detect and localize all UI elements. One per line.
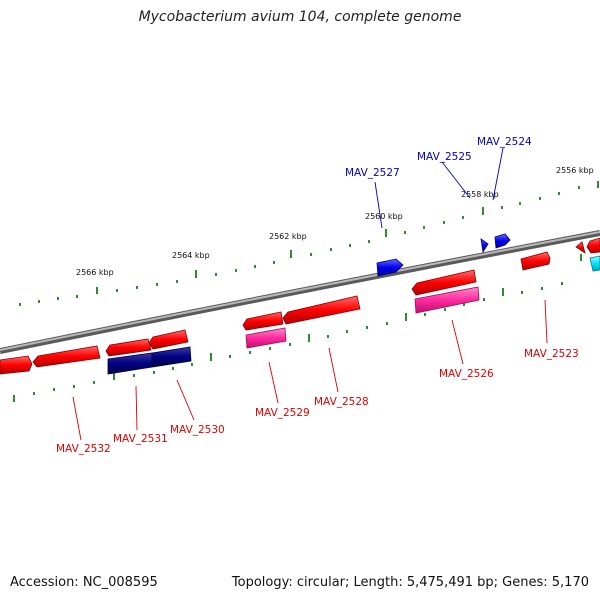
scale-label-2560: 2560 kbp — [365, 212, 403, 221]
scale-label-2556: 2556 kbp — [556, 166, 594, 175]
scale-label-2566: 2566 kbp — [76, 268, 114, 277]
scale-label-2564: 2564 kbp — [172, 251, 210, 260]
gene-mav-2528[interactable] — [282, 295, 361, 325]
genome-backbone — [0, 230, 600, 354]
gene-mav-2529-red[interactable] — [242, 311, 284, 331]
gene-mav-2523[interactable] — [520, 251, 551, 271]
leader-lines — [72, 147, 548, 441]
gene-mav-2532[interactable] — [32, 345, 101, 368]
gene-mav-2529[interactable] — [245, 327, 287, 349]
gene-label-mav-2526[interactable]: MAV_2526 — [439, 368, 494, 380]
gene-mav-2526[interactable] — [414, 286, 480, 314]
gene-red-left-b[interactable] — [105, 338, 152, 357]
gene-mav-2527[interactable] — [376, 258, 404, 277]
gene-mav-2530[interactable] — [151, 346, 192, 368]
map-title: Mycobacterium avium 104, complete genome — [138, 9, 462, 25]
gene-label-mav-2527[interactable]: MAV_2527 — [345, 167, 400, 179]
gene-label-mav-2523[interactable]: MAV_2523 — [524, 348, 579, 360]
gene-fragment-right-cyan[interactable] — [589, 255, 600, 272]
gene-fragment-right-1[interactable] — [575, 241, 586, 254]
gene-label-mav-2531[interactable]: MAV_2531 — [113, 433, 168, 445]
gene-red-left-a[interactable] — [148, 329, 189, 350]
scale-label-2562: 2562 kbp — [269, 232, 307, 241]
gene-label-mav-2525[interactable]: MAV_2525 — [417, 151, 472, 163]
outer-tick-ring — [19, 181, 599, 306]
gene-mav-2531[interactable] — [107, 352, 153, 375]
gene-mav-2526-red[interactable] — [411, 269, 477, 296]
gene-label-mav-2532[interactable]: MAV_2532 — [56, 443, 111, 455]
gene-fragment-left[interactable] — [0, 355, 33, 375]
gene-label-mav-2530[interactable]: MAV_2530 — [170, 424, 225, 436]
gene-mav-2524[interactable] — [494, 233, 511, 249]
genome-summary: Topology: circular; Length: 5,475,491 bp… — [231, 575, 589, 590]
gene-label-mav-2528[interactable]: MAV_2528 — [314, 396, 369, 408]
gene-label-mav-2524[interactable]: MAV_2524 — [477, 136, 532, 148]
gene-mav-2525[interactable] — [480, 238, 489, 254]
scale-label-2558: 2558 kbp — [461, 190, 499, 199]
gene-fragment-right-2[interactable] — [586, 237, 600, 254]
accession-text: Accession: NC_008595 — [10, 575, 158, 590]
gene-label-mav-2529[interactable]: MAV_2529 — [255, 407, 310, 419]
genome-backbone-highlight — [0, 231, 600, 351]
